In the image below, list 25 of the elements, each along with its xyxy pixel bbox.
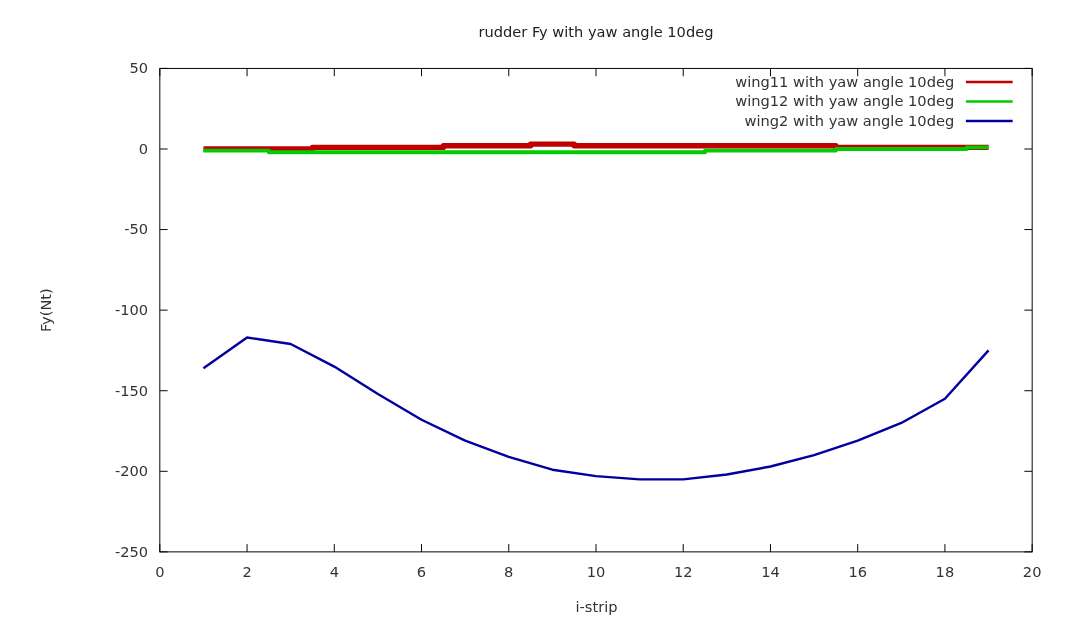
line-series bbox=[202, 336, 990, 481]
x-tick-label: 6 bbox=[416, 563, 427, 581]
legend-label: wing2 with yaw angle 10deg bbox=[744, 111, 955, 129]
x-tick-label: 0 bbox=[155, 563, 165, 581]
x-tick-label: 8 bbox=[504, 563, 514, 581]
x-tick-label: 12 bbox=[673, 563, 693, 581]
x-axis-title: i-strip bbox=[575, 598, 618, 616]
y-tick-label: -50 bbox=[124, 220, 149, 238]
legend-label: wing12 with yaw angle 10deg bbox=[735, 92, 955, 110]
y-tick-label: -150 bbox=[114, 381, 149, 399]
x-tick-label: 14 bbox=[761, 563, 780, 581]
y-tick-label: 50 bbox=[129, 59, 149, 77]
y-tick-label: -100 bbox=[114, 301, 149, 319]
x-tick-label: 10 bbox=[586, 563, 606, 581]
x-tick-label: 20 bbox=[1022, 563, 1042, 581]
y-tick-label: -200 bbox=[114, 462, 149, 480]
x-tick-label: 18 bbox=[935, 563, 955, 581]
y-tick-label: -250 bbox=[114, 542, 149, 560]
chart-title: rudder Fy with yaw angle 10deg bbox=[478, 23, 714, 41]
x-tick-label: 16 bbox=[848, 563, 867, 581]
y-tick-label: 0 bbox=[138, 139, 149, 157]
y-axis-title: Fy(Nt) bbox=[36, 288, 54, 333]
x-tick-label: 4 bbox=[329, 563, 339, 581]
x-tick-label: 2 bbox=[242, 563, 252, 581]
legend-label: wing11 with yaw angle 10deg bbox=[735, 72, 955, 90]
